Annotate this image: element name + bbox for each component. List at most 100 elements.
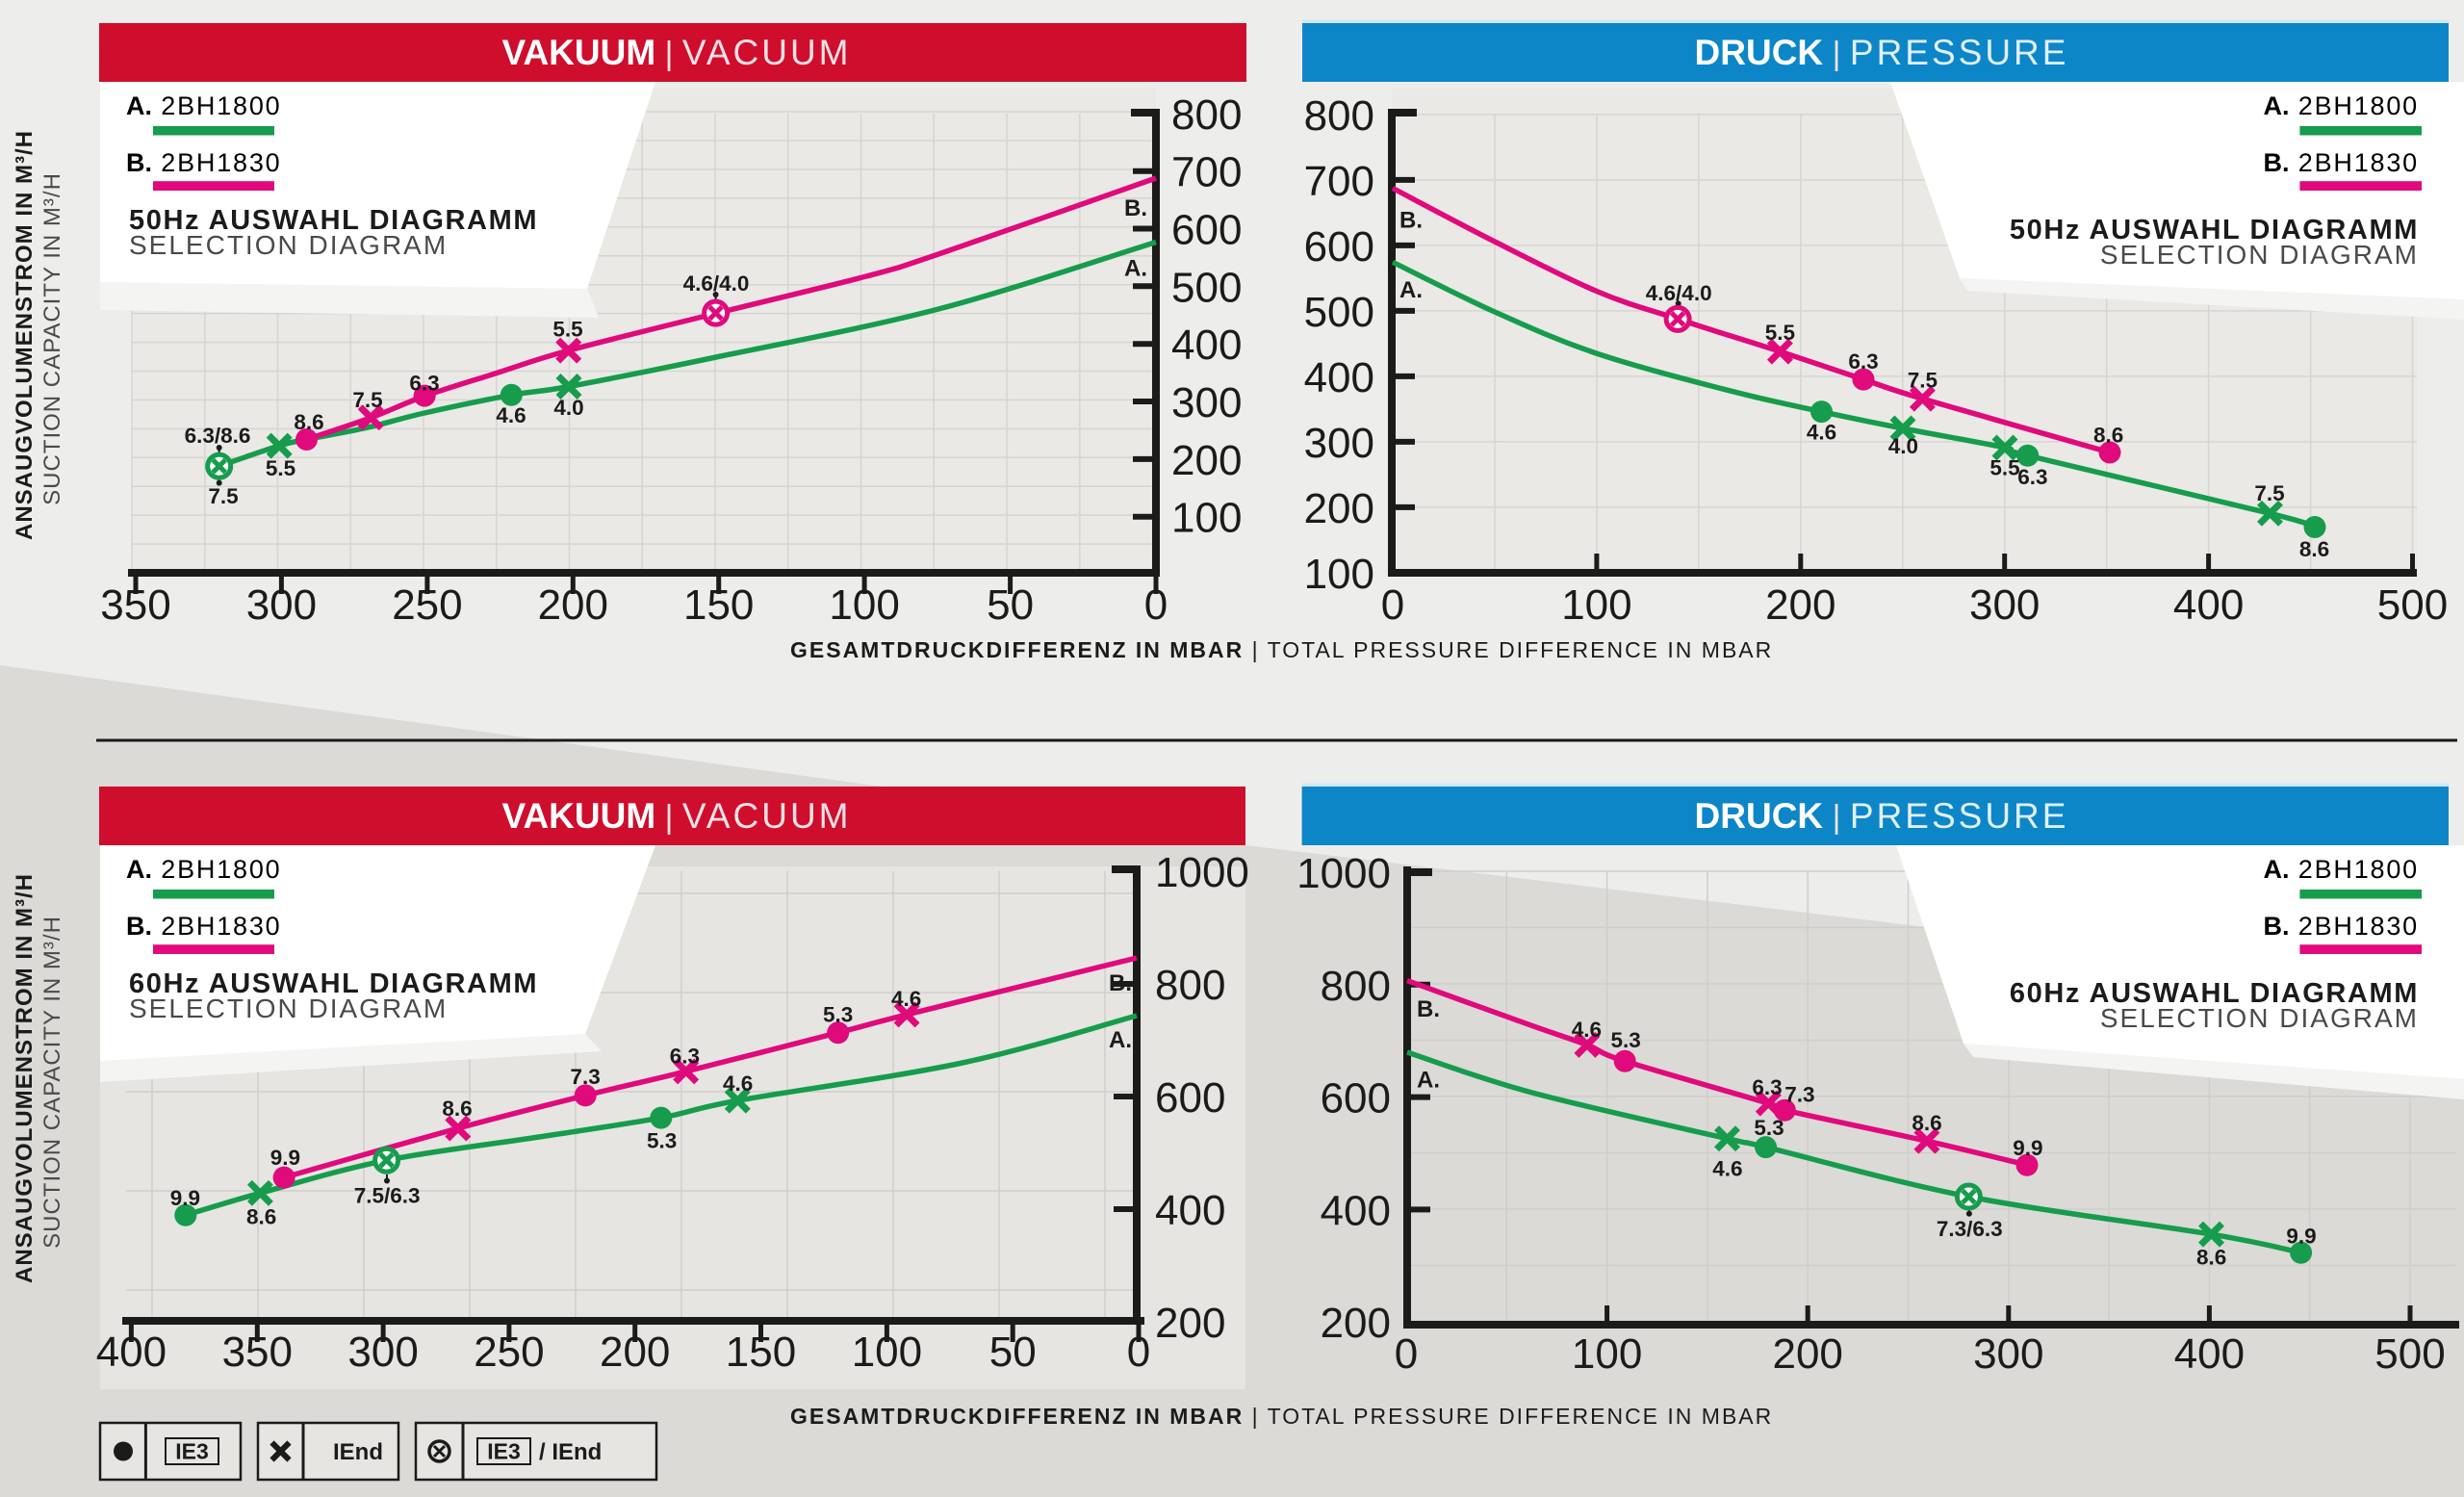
svg-text:800: 800 (1171, 91, 1242, 139)
svg-text:VAKUUM | VACUUM: VAKUUM | VACUUM (502, 796, 852, 836)
svg-text:700: 700 (1304, 158, 1374, 205)
svg-text:7.5: 7.5 (1908, 369, 1938, 393)
svg-text:ANSAUGVOLUMENSTROM IN M³/H: ANSAUGVOLUMENSTROM IN M³/H (12, 873, 38, 1283)
svg-text:7.3/6.3: 7.3/6.3 (1937, 1217, 2003, 1241)
svg-text:B.: B. (1124, 195, 1147, 221)
svg-text:A. 2BH1800: A. 2BH1800 (2264, 855, 2420, 884)
svg-text:500: 500 (1171, 264, 1242, 311)
svg-text:800: 800 (1304, 92, 1374, 140)
svg-text:9.9: 9.9 (2013, 1136, 2042, 1160)
svg-text:DRUCK | PRESSURE: DRUCK | PRESSURE (1695, 33, 2069, 72)
svg-text:5.3: 5.3 (823, 1003, 853, 1027)
svg-text:600: 600 (1321, 1075, 1391, 1123)
svg-text:9.9: 9.9 (2286, 1225, 2316, 1249)
svg-text:ANSAUGVOLUMENSTROM IN M³/H: ANSAUGVOLUMENSTROM IN M³/H (12, 130, 38, 540)
svg-text:500: 500 (2374, 1330, 2445, 1378)
svg-text:B.: B. (1109, 970, 1132, 996)
svg-text:5.5: 5.5 (552, 318, 582, 342)
svg-text:IEnd: IEnd (333, 1439, 383, 1465)
svg-text:5.3: 5.3 (1754, 1116, 1784, 1140)
svg-text:6.3: 6.3 (670, 1044, 700, 1068)
svg-text:4.6/4.0: 4.6/4.0 (683, 271, 750, 296)
svg-text:B.: B. (1417, 996, 1440, 1022)
svg-text:A. 2BH1800: A. 2BH1800 (126, 855, 282, 884)
svg-text:200: 200 (538, 581, 608, 629)
svg-text:4.6: 4.6 (891, 987, 921, 1011)
svg-text:300: 300 (1969, 581, 2040, 629)
svg-text:/ IEnd: / IEnd (539, 1439, 602, 1465)
svg-text:9.9: 9.9 (270, 1146, 300, 1170)
svg-text:50: 50 (989, 1329, 1037, 1376)
svg-text:50Hz AUSWAHL DIAGRAMM: 50Hz AUSWAHL DIAGRAMM (129, 205, 538, 236)
svg-text:4.6/4.0: 4.6/4.0 (1646, 281, 1712, 305)
svg-text:800: 800 (1155, 962, 1225, 1009)
svg-text:100: 100 (829, 581, 899, 629)
svg-text:0: 0 (1127, 1329, 1150, 1376)
svg-text:250: 250 (392, 581, 462, 629)
svg-text:4.6: 4.6 (496, 403, 526, 427)
svg-text:8.6: 8.6 (2093, 423, 2123, 447)
svg-text:SELECTION DIAGRAM: SELECTION DIAGRAM (2100, 240, 2419, 270)
svg-text:8.6: 8.6 (1912, 1111, 1941, 1135)
svg-text:5.5: 5.5 (266, 456, 295, 480)
svg-text:200: 200 (1765, 581, 1835, 629)
svg-text:7.5/6.3: 7.5/6.3 (354, 1183, 421, 1207)
svg-text:4.6: 4.6 (1807, 420, 1836, 444)
svg-text:50: 50 (987, 581, 1034, 629)
svg-text:600: 600 (1155, 1074, 1225, 1122)
svg-text:6.3: 6.3 (1848, 349, 1878, 374)
svg-text:6.3: 6.3 (2017, 465, 2047, 489)
svg-text:A.: A. (1109, 1027, 1132, 1053)
svg-text:DRUCK | PRESSURE: DRUCK | PRESSURE (1695, 796, 2069, 836)
svg-text:400: 400 (2174, 1330, 2245, 1378)
svg-text:A.: A. (1399, 277, 1423, 303)
svg-text:100: 100 (852, 1329, 922, 1376)
svg-text:4.6: 4.6 (1712, 1157, 1742, 1181)
svg-text:100: 100 (1561, 581, 1631, 629)
svg-text:7.3: 7.3 (1784, 1083, 1814, 1107)
svg-text:400: 400 (1304, 354, 1374, 401)
svg-text:100: 100 (1304, 551, 1374, 598)
svg-text:150: 150 (726, 1329, 796, 1376)
svg-text:B. 2BH1830: B. 2BH1830 (126, 912, 282, 941)
svg-text:B.: B. (1399, 208, 1423, 234)
svg-text:B. 2BH1830: B. 2BH1830 (2264, 912, 2420, 941)
svg-text:60Hz AUSWAHL DIAGRAMM: 60Hz AUSWAHL DIAGRAMM (2010, 978, 2419, 1009)
svg-text:A. 2BH1800: A. 2BH1800 (2264, 91, 2420, 120)
svg-text:350: 350 (100, 581, 170, 629)
svg-text:400: 400 (2173, 581, 2244, 629)
svg-text:7.5: 7.5 (2254, 481, 2284, 505)
svg-text:A.: A. (1124, 256, 1147, 282)
svg-text:150: 150 (683, 581, 754, 629)
svg-text:200: 200 (1321, 1300, 1391, 1347)
svg-text:5.5: 5.5 (1989, 456, 2019, 480)
svg-text:500: 500 (1304, 289, 1374, 336)
svg-text:4.6: 4.6 (1572, 1018, 1602, 1042)
svg-text:A.: A. (1417, 1068, 1440, 1094)
svg-text:8.6: 8.6 (2299, 537, 2329, 561)
svg-text:7.5: 7.5 (208, 484, 238, 508)
svg-text:4.6: 4.6 (723, 1071, 753, 1096)
svg-text:VAKUUM | VACUUM: VAKUUM | VACUUM (502, 33, 852, 72)
svg-text:400: 400 (1155, 1187, 1225, 1234)
svg-text:SELECTION DIAGRAM: SELECTION DIAGRAM (2100, 1003, 2419, 1033)
svg-text:200: 200 (600, 1329, 670, 1376)
svg-text:400: 400 (1171, 322, 1242, 369)
svg-text:B. 2BH1830: B. 2BH1830 (2264, 148, 2420, 177)
svg-text:IE3: IE3 (487, 1439, 521, 1464)
svg-text:5.3: 5.3 (1610, 1028, 1640, 1052)
svg-text:200: 200 (1171, 437, 1242, 484)
svg-text:500: 500 (2377, 581, 2448, 629)
svg-text:0: 0 (1144, 581, 1168, 629)
svg-text:7.5: 7.5 (352, 388, 382, 412)
svg-text:100: 100 (1572, 1330, 1642, 1378)
svg-text:400: 400 (96, 1329, 167, 1376)
svg-text:8.6: 8.6 (2196, 1246, 2226, 1270)
svg-text:5.3: 5.3 (647, 1129, 677, 1153)
svg-text:1000: 1000 (1155, 849, 1249, 896)
svg-text:50Hz AUSWAHL DIAGRAMM: 50Hz AUSWAHL DIAGRAMM (2010, 215, 2419, 245)
svg-text:0: 0 (1381, 581, 1404, 629)
svg-text:200: 200 (1155, 1300, 1225, 1347)
svg-text:6.3: 6.3 (1752, 1075, 1782, 1099)
svg-text:9.9: 9.9 (170, 1186, 200, 1210)
